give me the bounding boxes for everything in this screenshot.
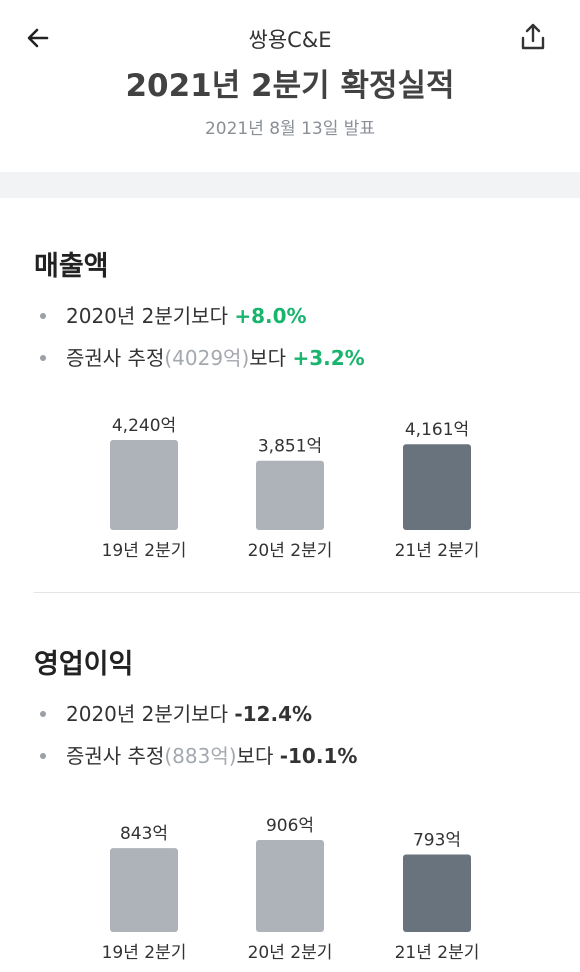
report-title: 2021년 2분기 확정실적: [125, 68, 455, 104]
bar-value-label: 906억: [266, 816, 314, 836]
section-title: 영업이익: [34, 649, 134, 680]
header: 쌍용C&E 2021년 2분기 확정실적 2021년 8월 13일 발표: [0, 0, 580, 172]
bar-2: [256, 460, 324, 530]
share-upload-icon: [521, 23, 545, 50]
bullet-estimate: 증권사 추정(4029억)보다 +3.2%: [40, 342, 365, 371]
bar-3: [403, 854, 471, 932]
change-value: -12.4%: [234, 702, 313, 726]
bullet-dot: [40, 354, 46, 361]
bullet-yoy: 2020년 2분기보다 +8.0%: [40, 300, 307, 329]
bar-value-label: 3,851억: [258, 437, 322, 457]
app-title: 쌍용C&E: [248, 28, 332, 52]
bar-value-label: 4,161억: [405, 420, 469, 440]
bullet-text: 증권사 추정: [66, 346, 165, 370]
bullet-text: 2020년 2분기보다: [66, 702, 235, 726]
bar-1: [110, 848, 178, 932]
category-label: 19년 2분기: [102, 943, 187, 963]
share-button[interactable]: [516, 20, 550, 54]
revenue-bar-chart: 4,240억 19년 2분기 3,851억 20년 2분기 4,161억 21년 2분기: [102, 416, 480, 561]
change-value: -10.1%: [279, 744, 358, 768]
bar-3: [403, 444, 471, 530]
bullet-text-suffix: 보다: [236, 744, 280, 768]
bullet-yoy: 2020년 2분기보다 -12.4%: [40, 698, 312, 727]
category-label: 20년 2분기: [248, 943, 333, 963]
bullet-text-suffix: 보다: [249, 346, 293, 370]
arrow-left-icon: [27, 28, 49, 48]
bullet-text: 증권사 추정: [66, 744, 165, 768]
category-label: 21년 2분기: [395, 943, 480, 963]
section-divider: [0, 172, 580, 198]
estimate-value: (883억): [164, 744, 237, 768]
back-button[interactable]: [22, 22, 54, 54]
bullet-dot: [40, 752, 46, 759]
bullet-estimate: 증권사 추정(883억)보다 -10.1%: [40, 740, 357, 769]
report-date: 2021년 8월 13일 발표: [204, 119, 376, 139]
bar-value-label: 793억: [413, 830, 461, 850]
bar-value-label: 843억: [120, 824, 168, 844]
category-label: 20년 2분기: [248, 541, 333, 561]
operating-profit-bar-chart: 843억 19년 2분기 906억 20년 2분기 793억 21년 2분기: [102, 816, 480, 963]
bar-1: [110, 440, 178, 530]
bar-2: [256, 840, 324, 932]
change-value: +8.0%: [234, 304, 307, 328]
change-value: +3.2%: [292, 346, 365, 370]
section-separator: [34, 592, 580, 593]
section-title: 매출액: [34, 251, 109, 282]
category-label: 21년 2분기: [395, 541, 480, 561]
estimate-value: (4029억): [164, 346, 250, 370]
bar-value-label: 4,240억: [112, 416, 176, 436]
bullet-dot: [40, 312, 46, 319]
bullet-dot: [40, 710, 46, 717]
bullet-text: 2020년 2분기보다: [66, 304, 235, 328]
category-label: 19년 2분기: [102, 541, 187, 561]
